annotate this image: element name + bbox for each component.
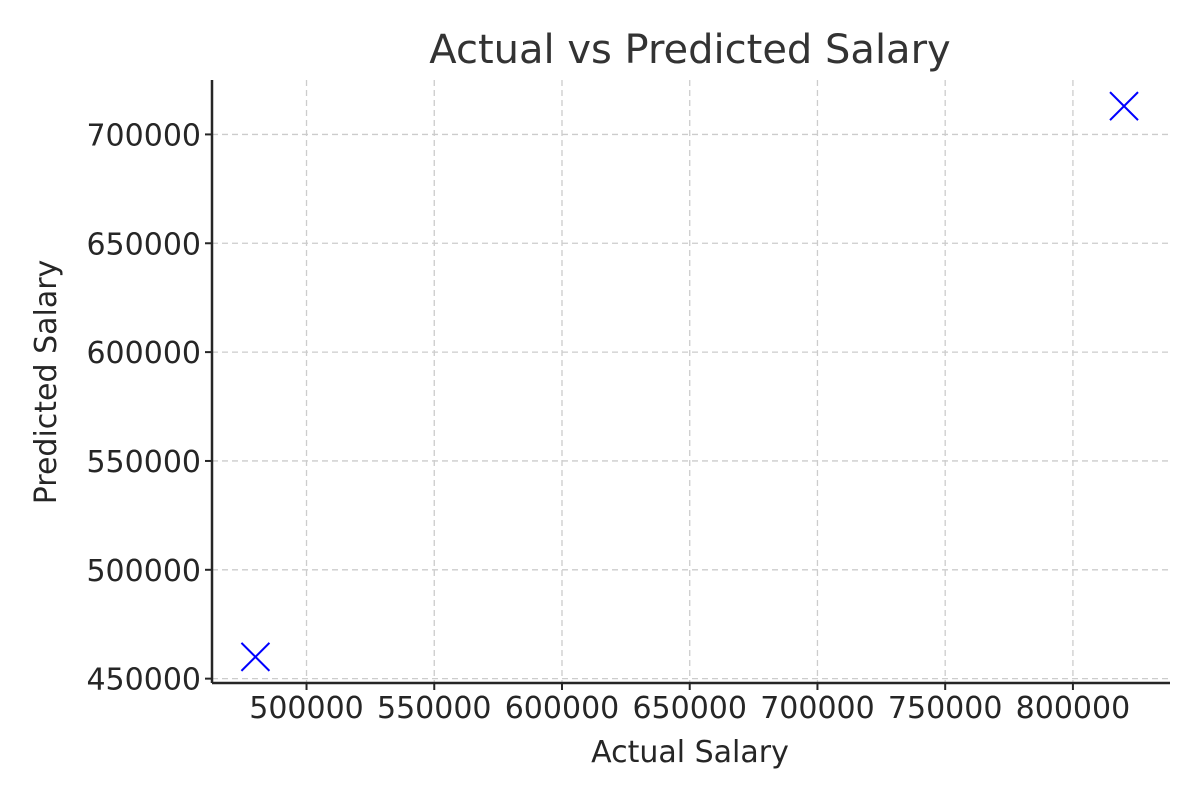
y-tick-label: 450000 xyxy=(86,663,201,698)
axis-ticks: 500000 550000 600000 650000 700000 750000 8000… xyxy=(86,118,1130,726)
y-tick-label: 500000 xyxy=(86,554,201,589)
y-tick-label: 600000 xyxy=(86,336,201,371)
y-tick-label: 550000 xyxy=(86,445,201,480)
x-tick-label: 700000 xyxy=(760,691,875,726)
y-tick-label: 700000 xyxy=(86,118,201,153)
chart-title: Actual vs Predicted Salary xyxy=(429,27,950,73)
x-tick-label: 800000 xyxy=(1016,691,1131,726)
y-axis-label: Predicted Salary xyxy=(29,260,64,505)
data-points xyxy=(240,91,1139,672)
data-point xyxy=(240,642,271,672)
x-tick-label: 600000 xyxy=(505,691,620,726)
x-tick-label: 750000 xyxy=(888,691,1003,726)
data-point xyxy=(1109,91,1139,121)
x-tick-label: 500000 xyxy=(249,691,364,726)
grid xyxy=(212,80,1170,683)
x-tick-label: 650000 xyxy=(632,691,747,726)
x-tick-label: 550000 xyxy=(377,691,492,726)
x-axis-label: Actual Salary xyxy=(591,735,789,770)
y-tick-label: 650000 xyxy=(86,227,201,262)
